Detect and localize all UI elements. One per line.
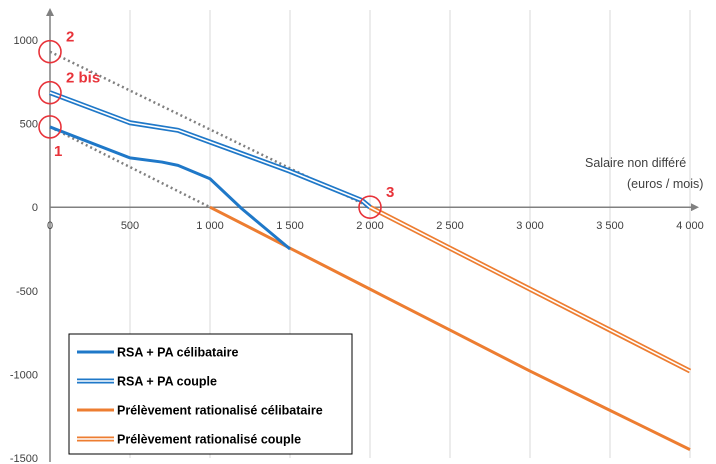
y-tick-label: 500 — [20, 119, 38, 131]
x-tick-label: 0 — [47, 220, 53, 232]
legend-box — [68, 333, 353, 455]
legend-label: RSA + PA couple — [117, 375, 217, 389]
x-tick-label: 500 — [121, 220, 139, 232]
marker-circle — [358, 195, 382, 219]
gridlines — [129, 10, 691, 458]
series-line-rsa-pa-celibataire — [49, 125, 291, 251]
marker-label: 3 — [386, 184, 394, 201]
marker-circle — [38, 115, 62, 139]
y-tick-label: -1000 — [10, 369, 38, 381]
x-tick-label: 1 500 — [276, 220, 304, 232]
marker-label: 2 — [66, 29, 74, 46]
legend-label: Prélèvement rationalisé couple — [117, 433, 301, 447]
annotation-markers: 2 2 bis 1 3 — [38, 29, 394, 219]
x-axis-title-line2: (euros / mois) — [627, 177, 703, 191]
tick-labels: 0 500 1 000 1 500 2 000 2 500 3 000 3 500 4 000 1… — [10, 35, 704, 464]
y-tick-label: -1500 — [10, 453, 38, 464]
legend-label: RSA + PA célibataire — [117, 346, 239, 360]
marker-circle — [38, 80, 62, 105]
x-tick-label: 2 000 — [356, 220, 384, 232]
series-line-prelevement-rationalise-couple-inner — [369, 206, 691, 372]
legend: RSA + PA célibataire RSA + PA couple Prélè… — [68, 333, 353, 455]
x-axis-title-line1: Salaire non différé — [585, 156, 686, 170]
x-tick-label: 2 500 — [436, 220, 464, 232]
y-tick-label: -500 — [16, 286, 38, 298]
marker-label: 2 bis — [66, 70, 100, 87]
legend-label: Prélèvement rationalisé célibataire — [117, 404, 323, 418]
x-tick-label: 3 000 — [516, 220, 544, 232]
y-tick-label: 1000 — [14, 35, 38, 47]
y-tick-label: 0 — [32, 202, 38, 214]
x-tick-label: 1 000 — [196, 220, 224, 232]
marker-circle — [38, 39, 62, 64]
marker-label: 1 — [54, 143, 62, 160]
x-tick-label: 3 500 — [596, 220, 624, 232]
series-lines — [49, 90, 692, 451]
x-tick-label: 4 000 — [676, 220, 704, 232]
